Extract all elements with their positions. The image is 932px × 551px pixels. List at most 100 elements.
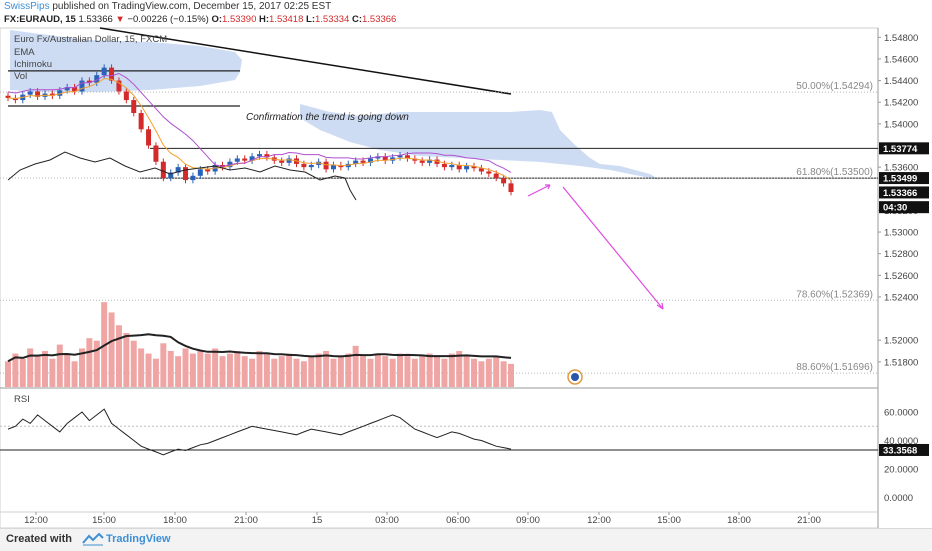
- candle-body: [197, 169, 203, 176]
- candle-body: [464, 166, 470, 170]
- rsi-axis-label: 0.0000: [884, 493, 913, 504]
- rsi-line: [7, 408, 512, 456]
- volume-bar: [286, 353, 293, 387]
- candle-body: [404, 155, 410, 159]
- price-label-bg: [879, 172, 929, 185]
- open-value: 1.53390: [222, 14, 257, 25]
- ohlc-header: FX:EURAUD, 15 1.53366 ▼ −0.00226 (−0.15%…: [4, 14, 396, 25]
- candle-body: [257, 154, 262, 157]
- candle-body: [175, 167, 181, 173]
- volume-bar: [19, 358, 26, 387]
- trading-chart[interactable]: 50.00%(1.54294) 61.80%(1.53500) 78.60%(1.5…: [0, 0, 932, 528]
- volume-bar: [71, 361, 78, 387]
- volume-bar: [145, 353, 152, 387]
- legend-volume: Vol: [14, 71, 27, 82]
- volume-bar: [219, 356, 226, 387]
- volume-bar: [234, 351, 241, 387]
- volume-bar: [478, 361, 485, 387]
- close-value: 1.53366: [362, 14, 397, 25]
- volume-bar: [330, 358, 337, 387]
- time-axis-label: 12:00: [587, 515, 611, 526]
- candle-body: [146, 129, 152, 146]
- projection-arrow: [527, 184, 551, 197]
- open-label: O:: [211, 14, 223, 25]
- candle-body: [412, 158, 418, 161]
- price-label-bg: [879, 142, 929, 155]
- price-axis-label: 1.52400: [884, 292, 918, 303]
- time-axis-label: 03:00: [375, 515, 399, 526]
- price-label: 1.53499: [883, 174, 917, 185]
- candle-body: [249, 156, 255, 161]
- volume-bar: [300, 361, 307, 387]
- volume-bar: [397, 353, 404, 387]
- volume-bar: [293, 358, 300, 387]
- time-axis-label: 21:00: [234, 515, 258, 526]
- candle-body: [360, 160, 366, 163]
- candle-body: [427, 159, 433, 163]
- volume-bar: [508, 363, 514, 387]
- candle-body: [190, 175, 196, 181]
- price-label: 1.53774: [883, 144, 918, 155]
- candle-body: [242, 158, 248, 161]
- volume-bar: [64, 353, 71, 387]
- rsi-value-label: 33.3568: [883, 445, 917, 456]
- candle-body: [86, 80, 92, 83]
- candle-body: [286, 158, 292, 163]
- last-price: 1.53366: [78, 14, 113, 25]
- footer-bar: Created with TradingView: [0, 528, 932, 551]
- tradingview-link[interactable]: TradingView: [106, 533, 171, 545]
- time-axis-label: 09:00: [516, 515, 540, 526]
- volume-bar: [323, 351, 330, 387]
- volume-bar: [175, 356, 182, 387]
- chart-frame: [0, 27, 879, 528]
- candle-body: [160, 161, 166, 178]
- time-axis-label: 15:00: [657, 515, 681, 526]
- volume-bar: [271, 358, 278, 387]
- time-axis-label: 18:00: [727, 515, 751, 526]
- publish-header: SwissPips published on TradingView.com, …: [4, 1, 331, 12]
- volume-bar: [352, 345, 359, 387]
- rsi-axis-label: 20.0000: [884, 465, 918, 476]
- ichimoku-cloud: [10, 30, 242, 92]
- candle-body: [72, 87, 78, 92]
- time-axis-label: 15:00: [92, 515, 116, 526]
- candle-body: [419, 160, 425, 163]
- ichimoku-chikou-line: [7, 151, 357, 201]
- volume-bar: [471, 358, 478, 387]
- candle-body: [486, 171, 492, 174]
- volume-bar: [360, 356, 367, 387]
- volume-bar: [493, 356, 500, 387]
- time-axis-label: 21:00: [797, 515, 821, 526]
- candle-body: [449, 164, 455, 168]
- candle-body: [434, 159, 440, 164]
- candle-body: [367, 158, 373, 163]
- ichimoku-cloud: [300, 104, 660, 180]
- author-name[interactable]: SwissPips: [4, 1, 50, 12]
- rsi-axis-label: 40.0000: [884, 436, 918, 447]
- volume-bar: [419, 356, 426, 387]
- legend-ichimoku: Ichimoku: [14, 59, 52, 70]
- volume-bar: [456, 351, 463, 387]
- volume-bar: [34, 356, 41, 387]
- price-axis-label: 1.51800: [884, 357, 918, 368]
- candle-body: [153, 145, 159, 162]
- volume-bar: [441, 358, 448, 387]
- candle-body: [138, 113, 144, 130]
- volume-bar: [49, 358, 56, 387]
- candle-body: [478, 168, 484, 172]
- volume-bar: [249, 358, 256, 387]
- volume-bar: [5, 361, 11, 387]
- volume-bar: [278, 356, 285, 387]
- candle-body: [323, 161, 329, 170]
- candle-body: [79, 80, 85, 92]
- price-axis-label: 1.52000: [884, 336, 918, 347]
- volume-bar: [241, 356, 248, 387]
- low-label: L:: [306, 14, 315, 25]
- candle-body: [441, 163, 447, 168]
- candle-body: [57, 90, 63, 96]
- trend-annotation[interactable]: Confirmation the trend is going down: [246, 112, 409, 123]
- volume-bar: [56, 344, 63, 387]
- candle-body: [301, 163, 307, 168]
- price-axis-label: 1.54400: [884, 76, 918, 87]
- candle-body: [131, 100, 137, 114]
